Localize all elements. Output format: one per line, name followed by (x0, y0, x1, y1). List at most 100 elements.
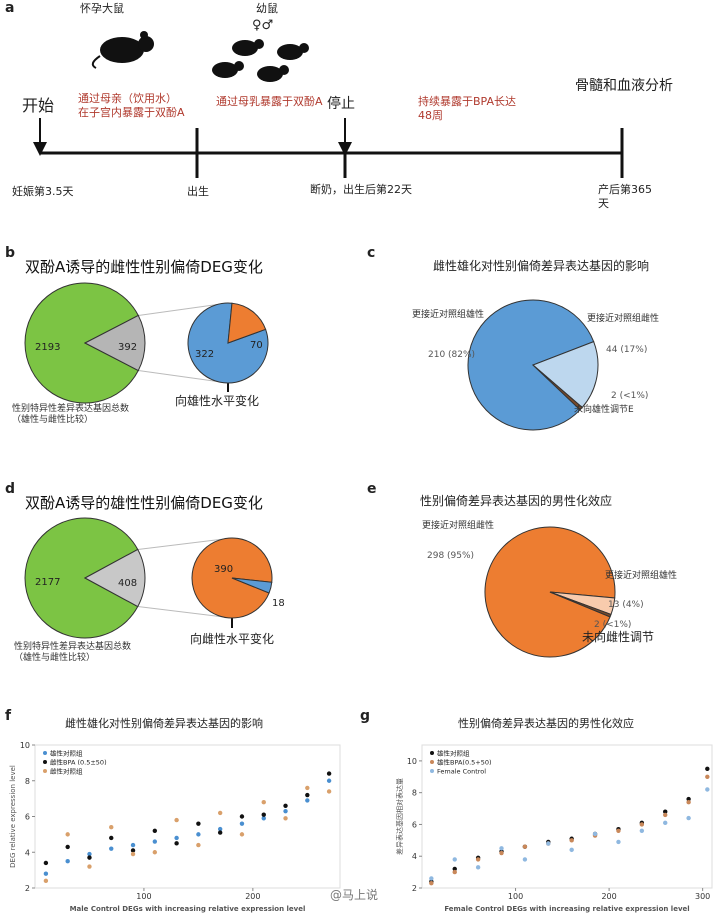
y-tick-label: 10 (407, 757, 417, 766)
connector (138, 370, 229, 384)
scatter-point (196, 842, 201, 848)
legend-marker (430, 769, 434, 773)
pie-slice (532, 340, 599, 409)
phase-label: 通过母乳暴露于双酚A (216, 95, 323, 108)
plot-area (421, 744, 713, 889)
scatter-point (239, 832, 245, 837)
y-tick-label: 8 (25, 777, 30, 786)
y-tick-label: 2 (412, 884, 417, 893)
panel-label: b (5, 245, 16, 261)
scatter-point (705, 787, 710, 792)
y-tick-label: 6 (25, 813, 30, 822)
legend-label: 雄性BPA(0.5+50) (437, 758, 492, 767)
slice-value: 392 (118, 342, 137, 353)
scatter-point (429, 881, 434, 886)
phase-label: 通过母亲（饮用水）在子宫内暴露于双酚A (78, 92, 185, 119)
x-tick-label: 200 (601, 892, 616, 901)
scatter-point (705, 774, 710, 779)
caption: 性别特异性差异表达基因总数（雄性与雌性比较） (12, 404, 130, 426)
x-axis-label: Male Control DEGs with increasing relati… (70, 905, 306, 913)
x-tick-label: 200 (245, 892, 260, 901)
scatter-point (569, 838, 574, 843)
scatter-point (130, 842, 136, 848)
scatter-point (686, 800, 691, 805)
scatter-point (305, 792, 310, 798)
chart-title: 雌性雄化对性别偏倚差异表达基因的影响 (65, 717, 263, 730)
scatter-point (196, 821, 201, 826)
slice-value: 298 (95%) (427, 551, 475, 561)
legend-marker (430, 751, 434, 755)
legend-label: 雄性对照组 (50, 749, 83, 758)
legend-label: Female Control (437, 768, 486, 776)
y-tick-label: 10 (20, 741, 30, 750)
scatter-point (239, 821, 245, 826)
pie-slice (227, 302, 267, 344)
legend-marker (43, 760, 47, 764)
slice-value: 2 (<1%) (611, 391, 649, 401)
scatter-point (326, 771, 332, 776)
pie-slice (24, 517, 139, 639)
scatter-point (174, 841, 179, 846)
stop-label: 停止 (327, 96, 355, 112)
scatter-point (65, 832, 70, 837)
scatter-point (43, 878, 49, 884)
arrow-head (338, 142, 352, 156)
slice-value: 408 (118, 578, 137, 589)
rat-icon (277, 43, 309, 60)
scatter-point (217, 826, 223, 832)
scatter-point (429, 876, 434, 881)
legend-marker (43, 751, 47, 755)
scatter-point (261, 812, 266, 817)
scatter-point (65, 844, 70, 850)
slice-value: 13 (4%) (608, 600, 644, 610)
milestone: 产后第365天 (598, 183, 652, 210)
scatter-point (65, 858, 70, 864)
scatter-point (261, 800, 266, 805)
slice-name: 未向雌性调节 (582, 630, 655, 644)
pie-slice (549, 591, 612, 618)
scatter-point (87, 864, 92, 869)
watermark: @马上说 (330, 888, 379, 902)
milestone: 出生 (187, 185, 209, 198)
slice-value: 2177 (35, 577, 60, 588)
phase-label: 持续暴露于BPA长达48周 (418, 95, 517, 122)
slice-name: 更接近对照组雄性 (412, 310, 485, 320)
y-tick-label: 2 (25, 884, 30, 893)
scatter-point (663, 812, 668, 818)
caption: 性别特异性差异表达基因总数（雄性与雌性比较） (14, 642, 132, 664)
pie-slice (231, 577, 273, 594)
y-axis-label: 差异表达基因相对表达量 (395, 778, 404, 855)
scatter-point (499, 850, 504, 856)
y-tick-label: 4 (412, 852, 417, 861)
pie-slice (83, 548, 146, 608)
scatter-point (152, 839, 158, 844)
x-tick-label: 100 (136, 892, 151, 901)
scatter-point (217, 830, 223, 835)
rat-icon (232, 39, 264, 56)
legend-label: 雌性BPA (0.5±50) (50, 758, 107, 767)
scatter-point (522, 857, 528, 862)
x-tick-label: 100 (508, 892, 523, 901)
scatter-point (43, 860, 49, 866)
panel-label: g (360, 708, 371, 724)
rat-icon (257, 65, 289, 82)
sex-symbols: ♀♂ (252, 18, 274, 33)
panel-label: f (5, 708, 12, 724)
scatter-point (305, 798, 310, 803)
slice-name: 未向雄性调节E (574, 405, 634, 415)
pie-slice (532, 364, 583, 411)
pie-slice (83, 314, 146, 372)
slice-value: 18 (272, 598, 285, 609)
x-tick-label: 300 (695, 892, 710, 901)
panel-title: 双酚A诱导的雄性性别偏倚DEG变化 (25, 494, 263, 512)
scatter-point (152, 828, 158, 833)
pie-slice (24, 282, 139, 404)
scatter-point (475, 857, 481, 862)
scatter-point (616, 828, 621, 833)
arrow-head (33, 142, 47, 156)
scatter-point (109, 846, 114, 851)
slice-value: 390 (214, 564, 233, 575)
arrow-label: 向雄性水平变化 (175, 394, 260, 408)
